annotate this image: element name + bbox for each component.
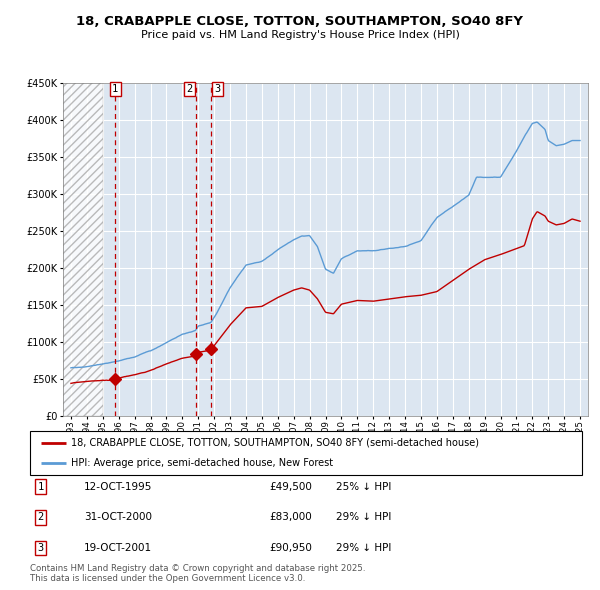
Text: 1: 1 (112, 84, 118, 94)
Text: 12-OCT-1995: 12-OCT-1995 (84, 482, 152, 491)
Text: £90,950: £90,950 (269, 543, 312, 553)
Text: £49,500: £49,500 (269, 482, 312, 491)
Text: Price paid vs. HM Land Registry's House Price Index (HPI): Price paid vs. HM Land Registry's House … (140, 30, 460, 40)
Text: 3: 3 (38, 543, 44, 553)
Text: HPI: Average price, semi-detached house, New Forest: HPI: Average price, semi-detached house,… (71, 458, 334, 468)
Text: 2: 2 (38, 513, 44, 522)
FancyBboxPatch shape (30, 431, 582, 475)
Text: 29% ↓ HPI: 29% ↓ HPI (336, 513, 391, 522)
Text: 18, CRABAPPLE CLOSE, TOTTON, SOUTHAMPTON, SO40 8FY (semi-detached house): 18, CRABAPPLE CLOSE, TOTTON, SOUTHAMPTON… (71, 438, 479, 448)
Text: 2: 2 (186, 84, 192, 94)
Text: 1: 1 (38, 482, 44, 491)
Text: 19-OCT-2001: 19-OCT-2001 (84, 543, 152, 553)
Text: 31-OCT-2000: 31-OCT-2000 (84, 513, 152, 522)
Text: 18, CRABAPPLE CLOSE, TOTTON, SOUTHAMPTON, SO40 8FY: 18, CRABAPPLE CLOSE, TOTTON, SOUTHAMPTON… (77, 15, 523, 28)
Text: 25% ↓ HPI: 25% ↓ HPI (336, 482, 391, 491)
Bar (63, 83, 103, 416)
Text: Contains HM Land Registry data © Crown copyright and database right 2025.
This d: Contains HM Land Registry data © Crown c… (30, 563, 365, 583)
Text: £83,000: £83,000 (269, 513, 312, 522)
Text: 3: 3 (214, 84, 220, 94)
Text: 29% ↓ HPI: 29% ↓ HPI (336, 543, 391, 553)
